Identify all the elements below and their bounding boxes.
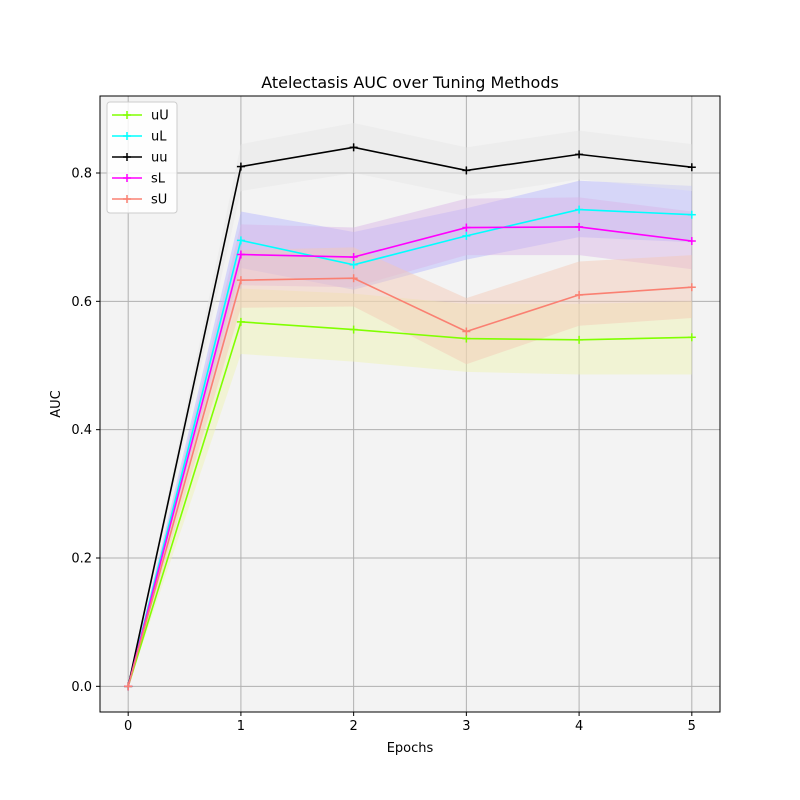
point-uL <box>236 236 245 245</box>
plot-area <box>100 96 720 712</box>
legend: uU uL uu sL sU <box>106 101 178 214</box>
line-sU <box>127 277 692 687</box>
band-sL <box>128 197 692 687</box>
legend-label: uL <box>151 130 167 145</box>
point-uu <box>462 166 471 175</box>
x-axis: 0 1 2 3 4 5 <box>124 712 696 734</box>
legend-item-uL: uL <box>112 130 167 145</box>
legend-item-uU: uU <box>112 109 169 124</box>
legend-item-uu: uu <box>112 151 167 166</box>
x-tick-label: 3 <box>462 719 470 734</box>
series-lines <box>124 143 696 691</box>
band-uu <box>128 122 692 687</box>
point-uu <box>687 163 696 172</box>
line-sL <box>127 226 692 687</box>
point-sL <box>462 223 471 232</box>
point-sU <box>236 276 245 285</box>
grid <box>100 96 720 712</box>
line-uU <box>127 321 692 687</box>
legend-label: sU <box>151 193 167 208</box>
y-tick-label: 0.2 <box>71 552 92 567</box>
y-axis: 0.0 0.2 0.4 0.6 0.8 <box>71 167 100 695</box>
point-uU <box>236 317 245 326</box>
plot-frame <box>99 95 721 713</box>
point-sL <box>575 222 584 231</box>
legend-label: uu <box>151 151 167 166</box>
band-uL <box>128 180 692 687</box>
x-tick-label: 5 <box>688 719 696 734</box>
chart-title: Atelectasis AUC over Tuning Methods <box>261 73 559 92</box>
y-tick-label: 0.0 <box>71 680 92 695</box>
point-uL <box>462 231 471 240</box>
point-uu <box>349 143 358 152</box>
point-sL <box>687 237 696 246</box>
point-uu <box>575 150 584 159</box>
x-tick-label: 1 <box>237 719 245 734</box>
point-sL <box>349 253 358 262</box>
y-tick-label: 0.8 <box>71 167 92 182</box>
legend-label: uU <box>151 109 169 124</box>
x-tick-label: 0 <box>124 719 132 734</box>
legend-item-sU: sU <box>112 193 167 208</box>
x-tick-label: 4 <box>575 719 583 734</box>
point-uU <box>575 335 584 344</box>
y-tick-label: 0.6 <box>71 295 92 310</box>
point-uL <box>575 205 584 214</box>
point-uL <box>687 210 696 219</box>
point-sU <box>124 682 133 691</box>
line-uu <box>127 146 692 687</box>
point-sU <box>349 274 358 283</box>
point-uU <box>349 325 358 334</box>
x-tick-label: 2 <box>349 719 357 734</box>
point-sU <box>462 327 471 336</box>
series-sU <box>124 274 696 691</box>
point-uU <box>687 333 696 342</box>
legend-label: sL <box>151 172 166 187</box>
y-tick-label: 0.4 <box>71 423 92 438</box>
line-uL <box>127 208 692 687</box>
point-sU <box>575 290 584 299</box>
point-uL <box>349 260 358 269</box>
point-uU <box>462 334 471 343</box>
x-axis-label: Epochs <box>387 741 434 756</box>
point-sU <box>687 283 696 292</box>
band-uU <box>128 288 692 687</box>
point-uu <box>236 162 245 171</box>
y-axis-label: AUC <box>49 390 64 418</box>
point-sL <box>236 250 245 259</box>
legend-item-sL: sL <box>112 172 166 187</box>
